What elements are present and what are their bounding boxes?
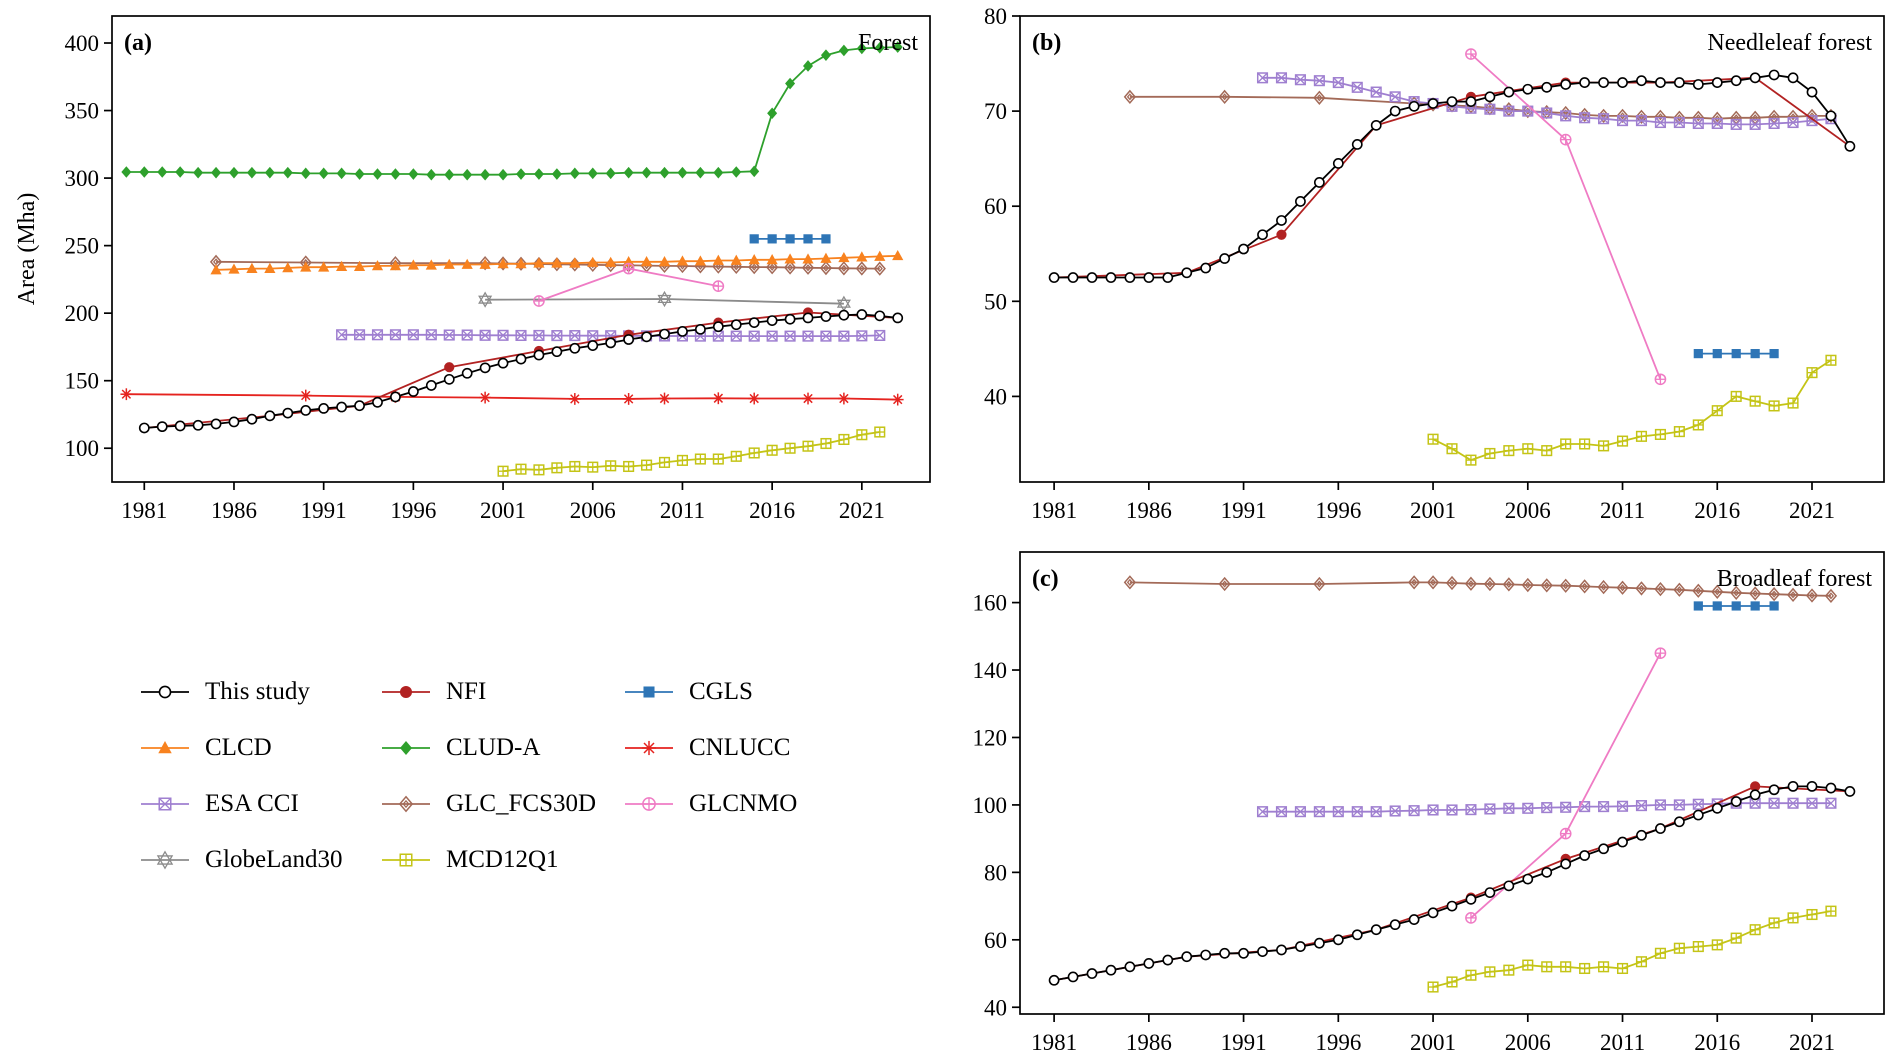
legend-label-cnlucc: CNLUCC <box>689 734 791 761</box>
svg-text:200: 200 <box>65 301 100 326</box>
svg-text:80: 80 <box>984 860 1007 885</box>
svg-text:50: 50 <box>984 289 1007 314</box>
legend-label-mcd12q1: MCD12Q1 <box>446 846 559 873</box>
legend-item-mcd12q1: MCD12Q1 <box>379 845 622 875</box>
cnlucc-marker-icon <box>625 740 673 756</box>
svg-text:1986: 1986 <box>211 498 257 523</box>
legend-item-globeland30: GlobeLand30 <box>138 845 379 875</box>
svg-text:350: 350 <box>65 99 100 124</box>
svg-text:100: 100 <box>65 436 100 461</box>
svg-text:1996: 1996 <box>1315 1030 1361 1055</box>
svg-text:1991: 1991 <box>301 498 347 523</box>
legend-item-glcnmo: GLCNMO <box>622 789 842 819</box>
svg-text:2006: 2006 <box>1505 498 1551 523</box>
svg-text:Area (Mha): Area (Mha) <box>14 193 40 306</box>
svg-text:40: 40 <box>984 384 1007 409</box>
legend-label-cgls: CGLS <box>689 678 753 705</box>
svg-text:2001: 2001 <box>480 498 526 523</box>
svg-text:80: 80 <box>984 4 1007 29</box>
svg-text:2016: 2016 <box>749 498 795 523</box>
svg-text:1981: 1981 <box>1031 498 1077 523</box>
svg-text:(b): (b) <box>1032 30 1061 56</box>
legend-item-cgls: CGLS <box>622 677 842 707</box>
this-study-marker-icon <box>141 685 189 699</box>
legend-label-glcnmo: GLCNMO <box>689 790 798 817</box>
legend-item-this-study: This study <box>138 677 379 707</box>
legend-label-globeland30: GlobeLand30 <box>205 846 343 873</box>
nfi-marker-icon <box>382 685 430 699</box>
svg-text:2021: 2021 <box>1789 1030 1835 1055</box>
legend-item-cnlucc: CNLUCC <box>622 733 842 763</box>
svg-text:Broadleaf forest: Broadleaf forest <box>1717 566 1873 592</box>
mcd12q1-marker-icon <box>382 853 430 867</box>
svg-text:2021: 2021 <box>839 498 885 523</box>
esa-cci-marker-icon <box>141 797 189 811</box>
svg-text:2016: 2016 <box>1694 1030 1740 1055</box>
svg-text:2001: 2001 <box>1410 1030 1456 1055</box>
svg-text:70: 70 <box>984 99 1007 124</box>
legend-label-esa-cci: ESA CCI <box>205 790 299 817</box>
legend-item-clud-a: CLUD-A <box>379 733 622 763</box>
svg-text:1991: 1991 <box>1221 498 1267 523</box>
svg-text:1981: 1981 <box>1031 1030 1077 1055</box>
svg-text:160: 160 <box>973 591 1008 616</box>
legend-label-clcd: CLCD <box>205 734 272 761</box>
svg-text:2021: 2021 <box>1789 498 1835 523</box>
cgls-marker-icon <box>625 686 673 698</box>
svg-text:400: 400 <box>65 31 100 56</box>
svg-text:1996: 1996 <box>390 498 436 523</box>
svg-text:2011: 2011 <box>1600 498 1645 523</box>
svg-text:300: 300 <box>65 166 100 191</box>
svg-text:100: 100 <box>973 793 1008 818</box>
panel-a-forest-chart: 1981 1986 1991 1996 2001 2006 2011 2016 2021 100 1… <box>14 15 931 523</box>
glc-fcs30d-marker-icon <box>382 795 430 813</box>
svg-text:150: 150 <box>65 369 100 394</box>
panel-c-broadleaf-forest-chart: 1981 1986 1991 1996 2001 2006 2011 2016 2021 40 60… <box>973 551 1885 1055</box>
legend-label-glc-fcs30d: GLC_FCS30D <box>446 790 597 817</box>
svg-text:2006: 2006 <box>1505 1030 1551 1055</box>
svg-text:2006: 2006 <box>570 498 616 523</box>
svg-text:2001: 2001 <box>1410 498 1456 523</box>
legend-item-glc-fcs30d: GLC_FCS30D <box>379 789 622 819</box>
legend-item-clcd: CLCD <box>138 733 379 763</box>
legend-label-clud-a: CLUD-A <box>446 734 541 761</box>
legend-label-this-study: This study <box>205 678 310 705</box>
svg-text:(a): (a) <box>124 30 152 56</box>
svg-text:60: 60 <box>984 194 1007 219</box>
panel-b-needleleaf-forest-chart: 1981 1986 1991 1996 2001 2006 2011 2016 2021 40 50… <box>984 4 1885 523</box>
globeland30-marker-icon <box>141 850 189 870</box>
glcnmo-marker-icon <box>625 797 673 811</box>
svg-text:250: 250 <box>65 234 100 259</box>
svg-text:Needleleaf forest: Needleleaf forest <box>1707 30 1872 56</box>
svg-text:2011: 2011 <box>660 498 705 523</box>
svg-text:1996: 1996 <box>1315 498 1361 523</box>
svg-text:120: 120 <box>973 725 1008 750</box>
svg-text:1986: 1986 <box>1126 498 1172 523</box>
svg-text:140: 140 <box>973 658 1008 683</box>
legend-label-nfi: NFI <box>446 678 487 705</box>
svg-text:60: 60 <box>984 928 1007 953</box>
svg-text:2011: 2011 <box>1600 1030 1645 1055</box>
svg-text:40: 40 <box>984 995 1007 1020</box>
legend-item-esa-cci: ESA CCI <box>138 789 379 819</box>
svg-text:1991: 1991 <box>1221 1030 1267 1055</box>
clud-a-marker-icon <box>382 741 430 755</box>
clcd-marker-icon <box>141 741 189 754</box>
svg-text:Forest: Forest <box>858 30 918 56</box>
svg-text:(c): (c) <box>1032 566 1059 592</box>
legend: This study CLCD ESA CCI GlobeLand30 NFI CLUD-… <box>138 664 842 888</box>
svg-text:1986: 1986 <box>1126 1030 1172 1055</box>
svg-text:1981: 1981 <box>121 498 167 523</box>
legend-item-nfi: NFI <box>379 677 622 707</box>
svg-text:2016: 2016 <box>1694 498 1740 523</box>
